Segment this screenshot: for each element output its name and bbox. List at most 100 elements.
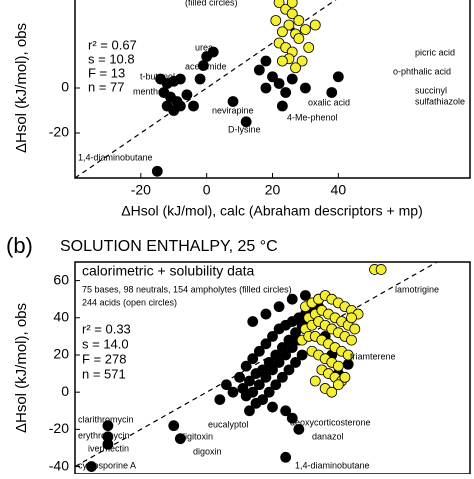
point: [267, 364, 278, 376]
point-label: sulfathiazole: [415, 96, 465, 106]
point: [283, 19, 295, 31]
point: [280, 87, 292, 98]
stat: F = 13: [88, 65, 125, 80]
point: [286, 73, 298, 85]
point: [342, 349, 354, 361]
y-tick-label: 20: [53, 346, 69, 362]
point: [326, 87, 338, 98]
identity-line: [75, 262, 438, 468]
point: [267, 330, 278, 342]
point: [247, 316, 259, 327]
point: [300, 24, 311, 35]
point: [247, 386, 259, 398]
point: [253, 64, 265, 76]
point: [293, 15, 305, 26]
plot-area: [75, 262, 438, 472]
point: [260, 371, 272, 383]
point-label: D-lysine: [228, 124, 261, 134]
point: [273, 301, 285, 313]
point: [194, 73, 206, 85]
panel-label: (b): [6, 233, 33, 258]
stat: s = 14.0: [82, 336, 129, 351]
point: [276, 371, 288, 383]
y-tick-label: -20: [49, 124, 69, 140]
point: [332, 71, 344, 83]
x-tick-label: 40: [331, 182, 347, 198]
point: [244, 375, 255, 387]
point: [273, 78, 285, 89]
note: (filled circles): [185, 0, 238, 7]
point-label: urea: [195, 42, 213, 52]
point-label: nevirapine: [212, 105, 254, 115]
x-tick-label: -20: [131, 182, 151, 198]
point: [375, 264, 387, 275]
point-label: 1,4-diaminobutane: [78, 152, 153, 162]
point: [349, 323, 361, 335]
point: [168, 420, 180, 432]
point: [240, 116, 252, 128]
point-label: o-phthalic acid: [393, 66, 451, 76]
point: [102, 420, 114, 432]
point: [296, 55, 308, 67]
point: [227, 386, 239, 398]
point: [260, 55, 272, 67]
point: [286, 412, 298, 424]
point-label: 4-Me-phenol: [287, 112, 338, 122]
point: [332, 360, 344, 372]
chart-title: SOLUTION ENTHALPY, 25 °C: [60, 238, 278, 255]
point: [346, 334, 357, 346]
point: [168, 105, 180, 116]
point-label: oxalic acid: [308, 97, 350, 107]
point: [303, 42, 315, 53]
point: [309, 375, 321, 387]
point: [240, 360, 252, 372]
point: [286, 0, 298, 8]
point: [332, 379, 344, 391]
point: [280, 405, 292, 417]
point: [286, 293, 298, 305]
note: 75 bases, 98 neutrals, 154 ampholytes (f…: [82, 284, 292, 294]
y-tick-label: 0: [61, 79, 69, 95]
point: [293, 423, 305, 435]
point-label: clarithromycin: [78, 414, 134, 424]
point: [253, 345, 265, 357]
point-label: digoxin: [193, 446, 222, 456]
note: 244 acids (open circles): [82, 297, 177, 307]
point: [300, 290, 311, 301]
point: [326, 386, 338, 398]
point-label: succinyl: [415, 85, 447, 95]
point: [214, 394, 226, 406]
point-label: picric acid: [415, 47, 455, 57]
point-label: deoxycorticosterone: [290, 417, 371, 427]
point: [257, 394, 269, 406]
point: [227, 96, 239, 107]
point: [253, 379, 265, 391]
point: [280, 349, 292, 361]
point: [296, 349, 308, 361]
point-label: acetamide: [185, 61, 227, 71]
point: [260, 308, 272, 320]
point-label: ivermectin: [88, 443, 129, 453]
point-label: 1,4-diaminobutane: [295, 460, 370, 470]
point: [267, 71, 278, 83]
point: [151, 165, 163, 177]
point: [286, 8, 298, 20]
stat: s = 10.8: [88, 51, 135, 66]
point: [290, 62, 301, 74]
point: [244, 405, 255, 417]
point-label: erythromycin: [78, 430, 130, 440]
point: [346, 312, 357, 324]
point: [181, 89, 193, 101]
point: [339, 371, 351, 383]
point: [270, 379, 282, 391]
point: [260, 82, 272, 94]
plot-area: [75, 0, 344, 178]
point: [276, 26, 288, 38]
point: [263, 386, 275, 398]
point: [309, 19, 321, 31]
point: [267, 401, 278, 413]
point: [283, 364, 295, 376]
point-label: lamotrigine: [395, 284, 439, 294]
point: [270, 15, 282, 26]
